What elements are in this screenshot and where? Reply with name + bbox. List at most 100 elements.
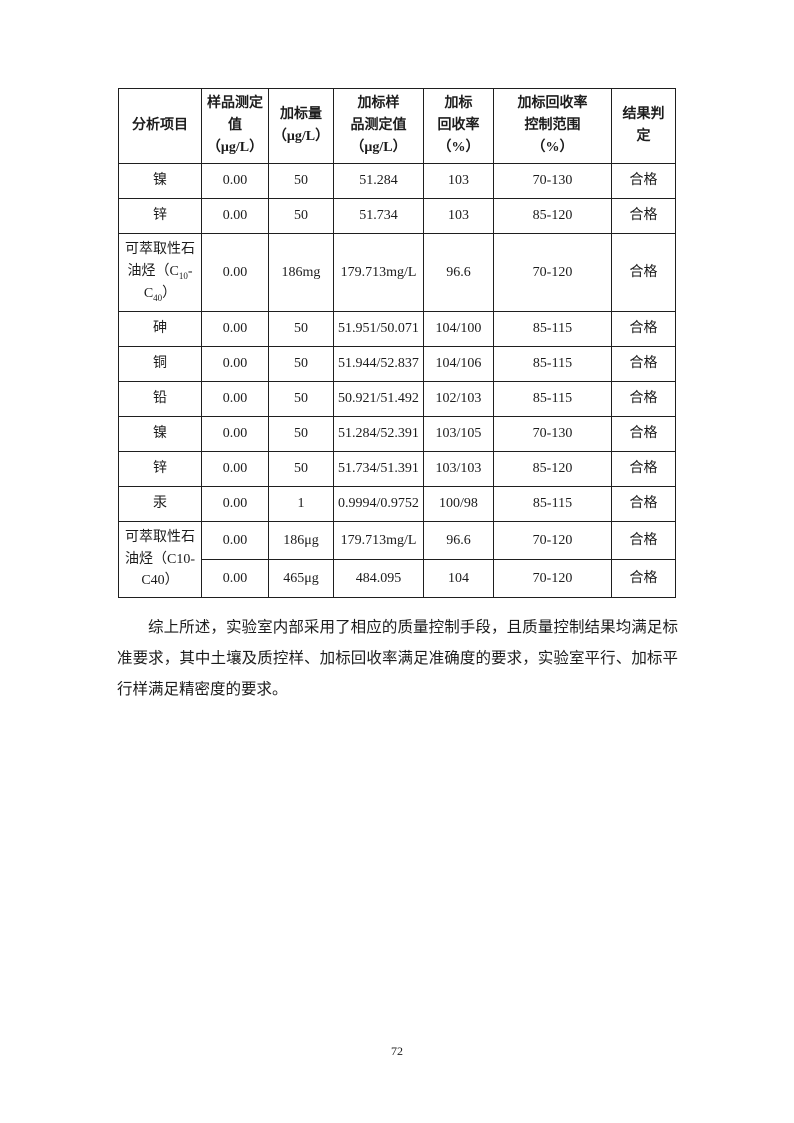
cell-result: 合格	[611, 346, 676, 382]
analyte-text: ）	[162, 286, 177, 302]
cell-control-range: 70-120	[493, 559, 612, 598]
cell-result: 合格	[611, 163, 676, 199]
cell-spiked-sample-value: 51.284	[333, 163, 424, 199]
cell-spike-amount: 50	[268, 163, 334, 199]
table-row: 锌 0.00 50 51.734/51.391 103/103 85-120 合…	[118, 451, 676, 487]
table-row-petroleum-merged-2: 0.00 465μg 484.095 104 70-120 合格	[119, 559, 676, 598]
cell-recovery-rate: 103	[423, 198, 494, 234]
cell-sample-value: 0.00	[201, 416, 269, 452]
header-recovery-rate: 加标 回收率 （%）	[423, 88, 494, 164]
cell-recovery-rate: 104	[423, 559, 494, 598]
cell-analyte: 铅	[118, 381, 202, 417]
cell-recovery-rate: 103/103	[423, 451, 494, 487]
header-sample-value: 样品测定 值 （μg/L）	[201, 88, 269, 164]
cell-spike-amount: 50	[268, 198, 334, 234]
table-row: 铜 0.00 50 51.944/52.837 104/106 85-115 合…	[118, 346, 676, 382]
cell-spike-amount: 50	[268, 311, 334, 347]
cell-spiked-sample-value: 50.921/51.492	[333, 381, 424, 417]
cell-spiked-sample-value: 51.944/52.837	[333, 346, 424, 382]
cell-spiked-sample-value: 51.734	[333, 198, 424, 234]
cell-analyte: 汞	[118, 486, 202, 522]
cell-result: 合格	[611, 381, 676, 417]
cell-sample-value: 0.00	[201, 198, 269, 234]
cell-spiked-sample-value: 51.284/52.391	[333, 416, 424, 452]
cell-analyte: 锌	[118, 198, 202, 234]
cell-recovery-rate: 102/103	[423, 381, 494, 417]
qc-results-table: 分析项目 样品测定 值 （μg/L） 加标量 （μg/L） 加标样 品测定值 （…	[118, 88, 676, 598]
summary-paragraph: 综上所述，实验室内部采用了相应的质量控制手段，且质量控制结果均满足标准要求，其中…	[117, 619, 678, 698]
cell-recovery-rate: 104/100	[423, 311, 494, 347]
header-result-judgment: 结果判 定	[611, 88, 676, 164]
cell-control-range: 85-115	[493, 381, 612, 417]
cell-spike-amount: 1	[268, 486, 334, 522]
cell-sample-value: 0.00	[201, 451, 269, 487]
table-row: 锌 0.00 50 51.734 103 85-120 合格	[118, 198, 676, 234]
cell-spiked-sample-value: 179.713mg/L	[333, 233, 424, 312]
cell-spiked-sample-value: 179.713mg/L	[333, 521, 424, 560]
cell-spiked-sample-value: 51.734/51.391	[333, 451, 424, 487]
cell-control-range: 85-120	[493, 198, 612, 234]
cell-control-range: 70-120	[493, 233, 612, 312]
analyte-subscript: 10	[178, 270, 188, 281]
page-number: 72	[391, 1044, 403, 1058]
cell-control-range: 85-115	[493, 346, 612, 382]
cell-control-range: 85-115	[493, 311, 612, 347]
table-row: 铅 0.00 50 50.921/51.492 102/103 85-115 合…	[118, 381, 676, 417]
cell-control-range: 70-130	[493, 163, 612, 199]
analyte-text: 可萃取性石油烃（C	[125, 241, 195, 279]
cell-spike-amount: 50	[268, 416, 334, 452]
cell-analyte: 铜	[118, 346, 202, 382]
cell-analyte: 镍	[118, 416, 202, 452]
cell-recovery-rate: 100/98	[423, 486, 494, 522]
cell-sample-value: 0.00	[201, 381, 269, 417]
header-spiked-sample-value: 加标样 品测定值 （μg/L）	[333, 88, 424, 164]
cell-result: 合格	[611, 451, 676, 487]
cell-spike-amount: 465μg	[268, 559, 334, 598]
cell-analyte-petroleum: 可萃取性石油烃（C10-C40）	[118, 233, 202, 312]
cell-control-range: 70-130	[493, 416, 612, 452]
cell-result: 合格	[611, 311, 676, 347]
cell-spiked-sample-value: 51.951/50.071	[333, 311, 424, 347]
header-analyte: 分析项目	[118, 88, 202, 164]
cell-spiked-sample-value: 484.095	[333, 559, 424, 598]
cell-result: 合格	[611, 486, 676, 522]
cell-recovery-rate: 96.6	[423, 521, 494, 560]
header-recovery-control-range: 加标回收率 控制范围 （%）	[493, 88, 612, 164]
cell-result: 合格	[611, 233, 676, 312]
table-row-petroleum-merged-1: 可萃取性石油烃（C10-C40） 0.00 186μg 179.713mg/L …	[118, 521, 676, 598]
cell-result: 合格	[611, 416, 676, 452]
analyte-subscript: 40	[153, 293, 163, 304]
table-header-row: 分析项目 样品测定 值 （μg/L） 加标量 （μg/L） 加标样 品测定值 （…	[118, 88, 676, 164]
cell-spike-amount: 50	[268, 346, 334, 382]
cell-sample-value: 0.00	[201, 486, 269, 522]
table-row: 汞 0.00 1 0.9994/0.9752 100/98 85-115 合格	[118, 486, 676, 522]
analyte-text: -C	[143, 263, 193, 302]
cell-result: 合格	[611, 521, 676, 560]
cell-sample-value: 0.00	[201, 311, 269, 347]
cell-control-range: 85-120	[493, 451, 612, 487]
table-row: 砷 0.00 50 51.951/50.071 104/100 85-115 合…	[118, 311, 676, 347]
cell-spiked-sample-value: 0.9994/0.9752	[333, 486, 424, 522]
cell-recovery-rate: 96.6	[423, 233, 494, 312]
cell-result: 合格	[611, 559, 676, 598]
cell-spike-amount: 186μg	[268, 521, 334, 560]
table-row: 镍 0.00 50 51.284/52.391 103/105 70-130 合…	[118, 416, 676, 452]
header-spike-amount: 加标量 （μg/L）	[268, 88, 334, 164]
cell-sample-value: 0.00	[201, 559, 269, 598]
cell-sample-value: 0.00	[201, 163, 269, 199]
cell-recovery-rate: 104/106	[423, 346, 494, 382]
cell-analyte: 镍	[118, 163, 202, 199]
cell-analyte: 砷	[118, 311, 202, 347]
cell-analyte: 锌	[118, 451, 202, 487]
cell-spike-amount: 186mg	[268, 233, 334, 312]
cell-spike-amount: 50	[268, 381, 334, 417]
cell-analyte-petroleum-merged: 可萃取性石油烃（C10-C40）	[118, 521, 202, 598]
table-row-petroleum: 可萃取性石油烃（C10-C40） 0.00 186mg 179.713mg/L …	[118, 233, 676, 312]
cell-recovery-rate: 103/105	[423, 416, 494, 452]
cell-sample-value: 0.00	[201, 521, 269, 560]
table-row: 镍 0.00 50 51.284 103 70-130 合格	[118, 163, 676, 199]
cell-result: 合格	[611, 198, 676, 234]
cell-control-range: 70-120	[493, 521, 612, 560]
cell-recovery-rate: 103	[423, 163, 494, 199]
